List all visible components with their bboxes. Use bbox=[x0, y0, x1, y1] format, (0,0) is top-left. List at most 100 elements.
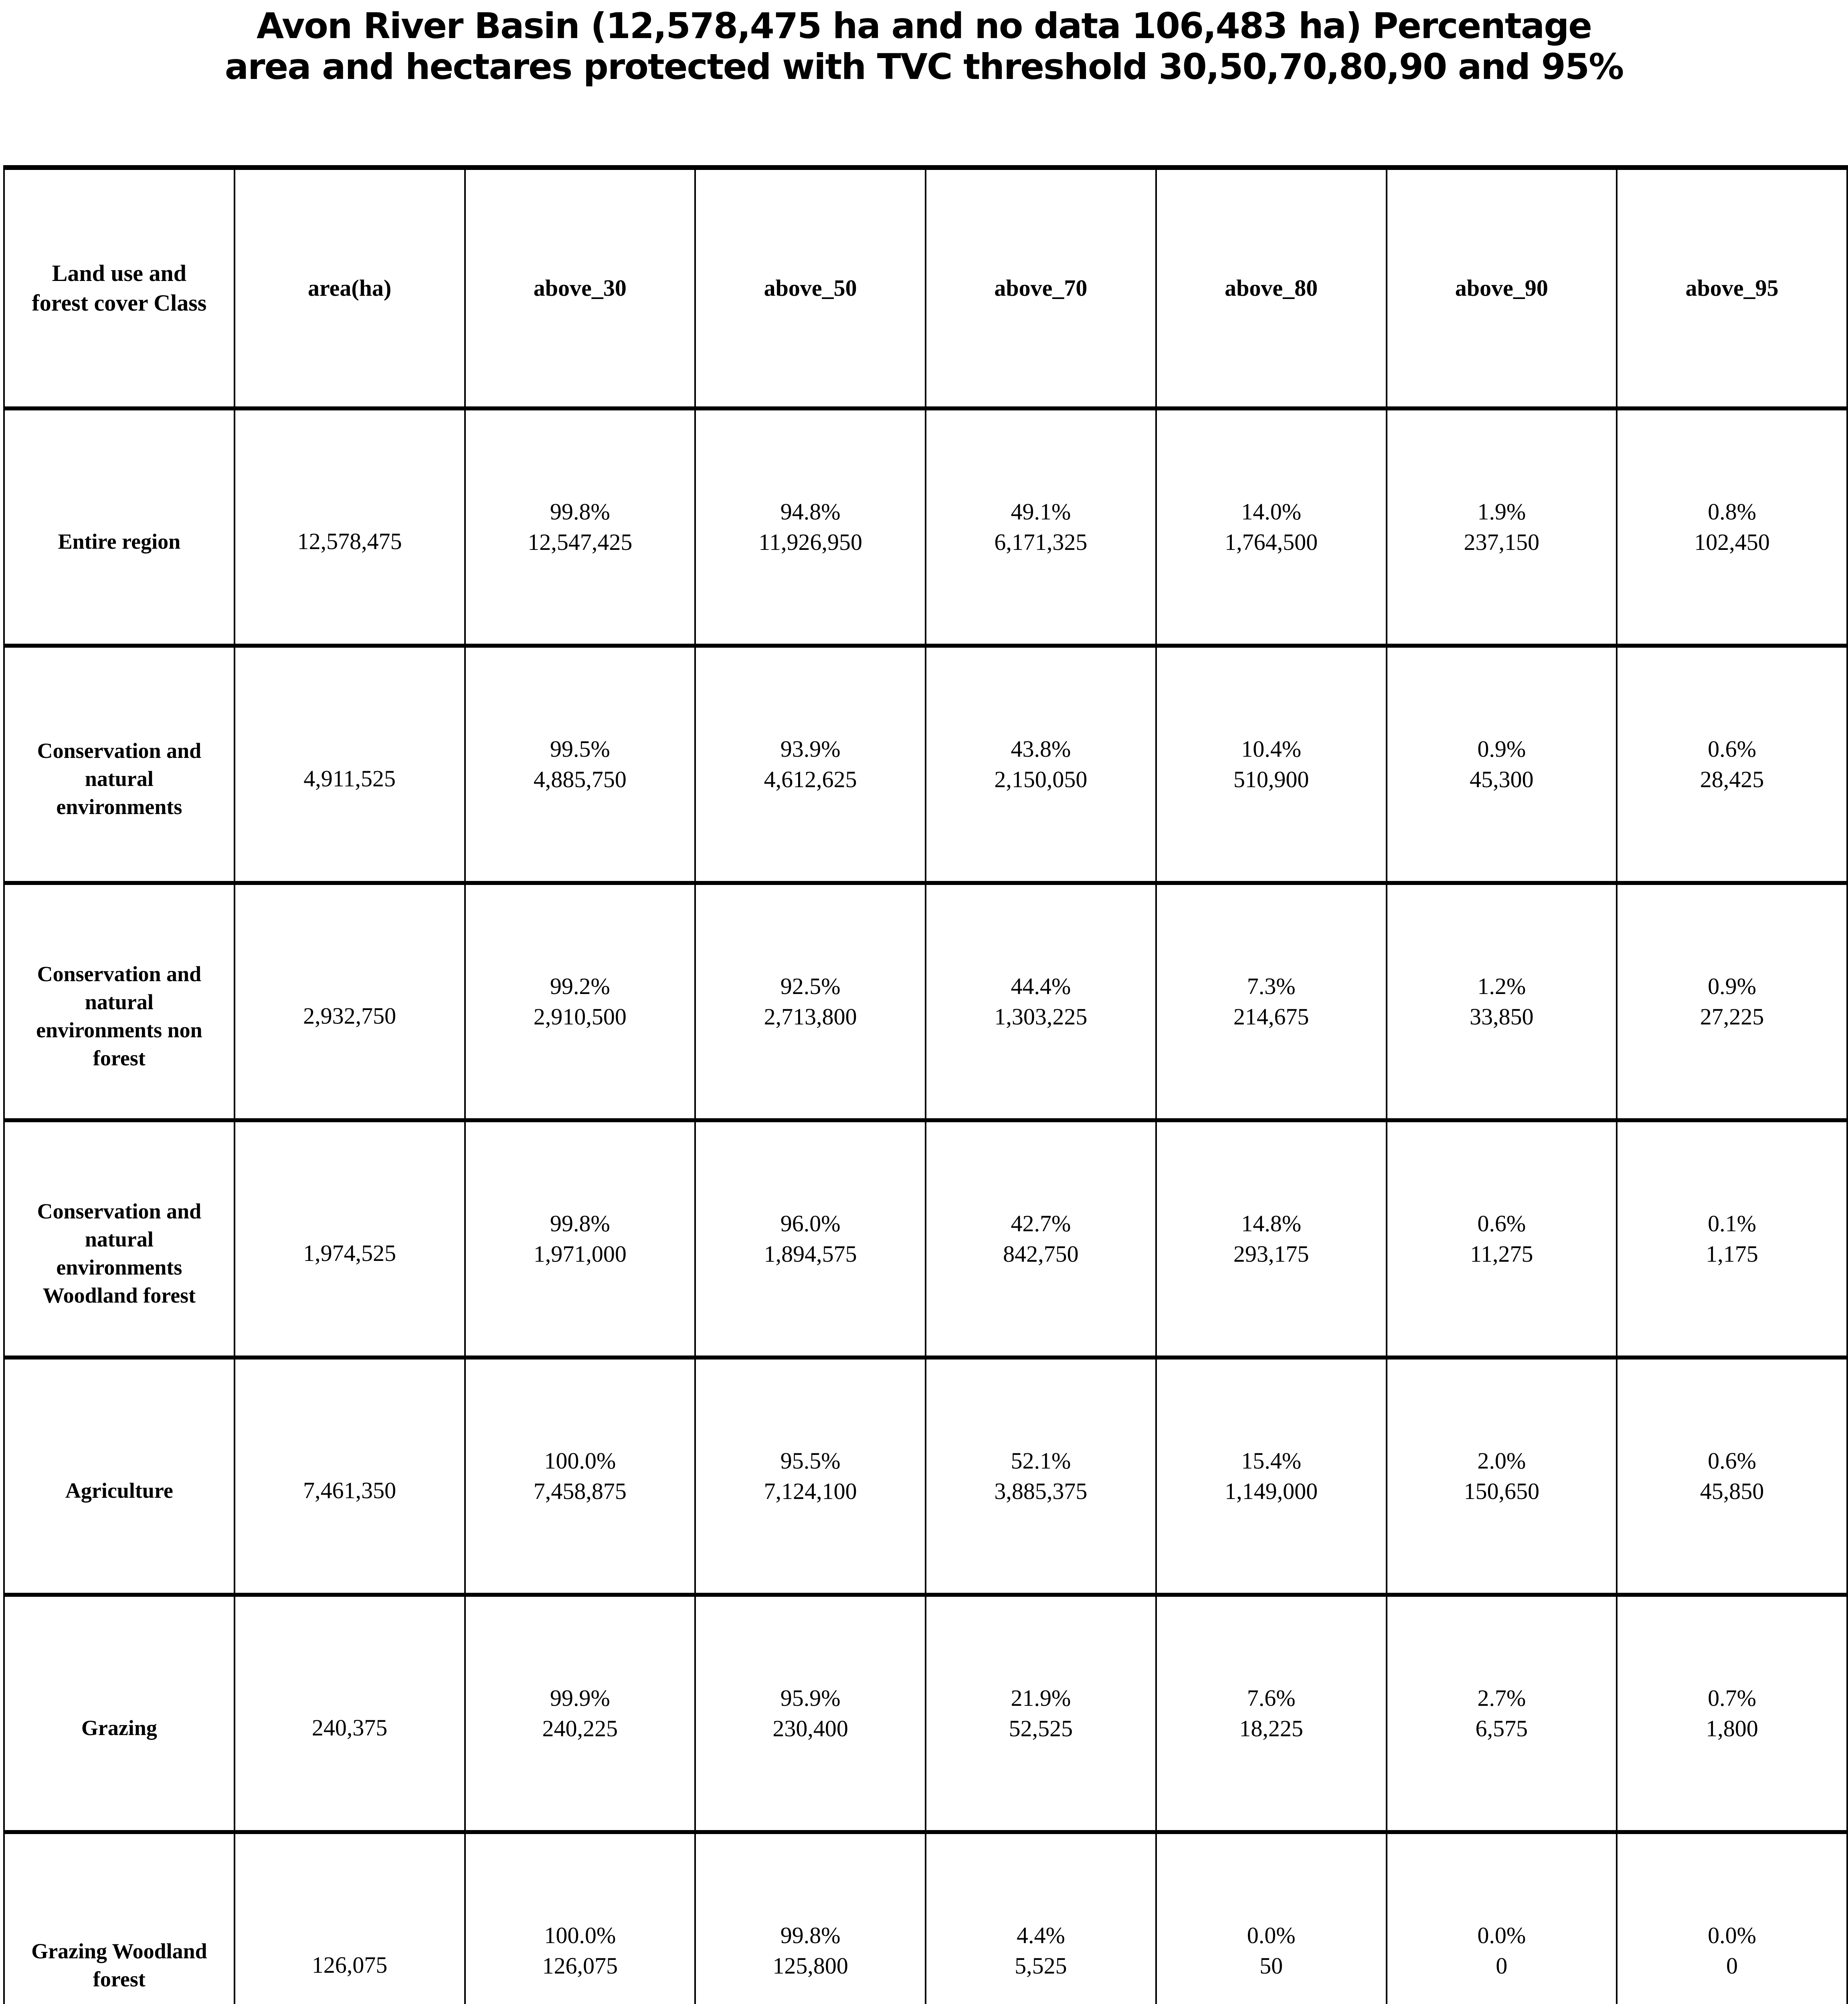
ha-line: 1,303,225 bbox=[994, 1004, 1088, 1030]
pct-cell: 2.0% 150,650 bbox=[1385, 1360, 1616, 1593]
ha-line: 126,075 bbox=[542, 1953, 618, 1979]
ha-line: 1,175 bbox=[1706, 1241, 1758, 1267]
ha-line: 11,275 bbox=[1470, 1241, 1533, 1267]
page-title: Avon River Basin (12,578,475 ha and no d… bbox=[0, 6, 1848, 87]
pct-cell: 0.8% 102,450 bbox=[1616, 410, 1846, 644]
ha-line: 6,575 bbox=[1475, 1715, 1528, 1741]
header-cell-area: area(ha) bbox=[233, 170, 464, 406]
ha-line: 4,885,750 bbox=[533, 766, 627, 792]
row-area: 2,932,750 bbox=[303, 1003, 396, 1029]
ha-line: 6,171,325 bbox=[994, 529, 1088, 555]
row-class: Agriculture bbox=[65, 1479, 173, 1503]
pct-line: 4.4% bbox=[1016, 1922, 1065, 1948]
pct-line: 93.9% bbox=[780, 736, 841, 762]
ha-line: 12,547,425 bbox=[528, 529, 633, 555]
row-class: Conservation and natural environments Wo… bbox=[37, 1199, 202, 1307]
pct-line: 21.9% bbox=[1011, 1685, 1071, 1711]
pct-cell: 100.0% 126,075 bbox=[464, 1834, 695, 2004]
page-title-line1: Avon River Basin (12,578,475 ha and no d… bbox=[257, 5, 1592, 46]
area-cell: 12,578,475 bbox=[233, 410, 464, 644]
header-cell-above-90: above_90 bbox=[1385, 170, 1616, 406]
pct-line: 1.2% bbox=[1477, 973, 1526, 999]
pct-line: 44.4% bbox=[1011, 973, 1071, 999]
ha-line: 2,910,500 bbox=[533, 1004, 627, 1030]
area-cell: 126,075 bbox=[233, 1834, 464, 2004]
pct-line: 0.9% bbox=[1477, 736, 1526, 762]
pct-line: 0.8% bbox=[1708, 499, 1757, 525]
table-row: Grazing 240,375 99.9% 240,225 95.9% 230,40… bbox=[5, 1593, 1846, 1830]
class-cell: Grazing bbox=[5, 1597, 234, 1830]
pct-cell: 14.0% 1,764,500 bbox=[1155, 410, 1386, 644]
table-row: Agriculture 7,461,350 100.0% 7,458,875 95… bbox=[5, 1356, 1846, 1593]
ha-line: 150,650 bbox=[1464, 1478, 1540, 1504]
ha-line: 4,612,625 bbox=[764, 766, 857, 792]
pct-cell: 95.9% 230,400 bbox=[694, 1597, 925, 1830]
pct-line: 99.2% bbox=[550, 973, 610, 999]
pct-cell: 2.7% 6,575 bbox=[1385, 1597, 1616, 1830]
row-area: 240,375 bbox=[311, 1715, 388, 1741]
class-cell: Agriculture bbox=[5, 1360, 234, 1593]
row-area: 12,578,475 bbox=[297, 528, 402, 554]
row-area: 1,974,525 bbox=[303, 1240, 396, 1266]
pct-line: 2.7% bbox=[1477, 1685, 1526, 1711]
pct-line: 0.6% bbox=[1708, 736, 1757, 762]
pct-cell: 99.5% 4,885,750 bbox=[464, 648, 695, 881]
pct-line: 96.0% bbox=[780, 1210, 841, 1236]
row-area: 126,075 bbox=[311, 1952, 388, 1978]
pct-cell: 21.9% 52,525 bbox=[925, 1597, 1155, 1830]
pct-line: 7.3% bbox=[1247, 973, 1296, 999]
ha-line: 33,850 bbox=[1470, 1004, 1534, 1030]
class-cell: Conservation and natural environments Wo… bbox=[5, 1122, 234, 1356]
header-cell-above-50: above_50 bbox=[694, 170, 925, 406]
pct-line: 100.0% bbox=[544, 1448, 616, 1474]
table-row: Conservation and natural environments Wo… bbox=[5, 1118, 1846, 1356]
header-cell-above-30: above_30 bbox=[464, 170, 695, 406]
pct-line: 52.1% bbox=[1011, 1448, 1071, 1474]
pct-line: 0.0% bbox=[1247, 1922, 1296, 1948]
class-cell: Grazing Woodland forest bbox=[5, 1834, 234, 2004]
table-row: Conservation and natural environments 4,… bbox=[5, 644, 1846, 881]
pct-cell: 99.2% 2,910,500 bbox=[464, 885, 695, 1118]
pct-cell: 94.8% 11,926,950 bbox=[694, 410, 925, 644]
class-cell: Entire region bbox=[5, 410, 234, 644]
ha-line: 2,150,050 bbox=[994, 766, 1088, 792]
pct-line: 0.7% bbox=[1708, 1685, 1757, 1711]
header-cell-class: Land use and forest cover Class bbox=[32, 260, 207, 316]
pct-line: 49.1% bbox=[1011, 499, 1071, 525]
ha-line: 7,124,100 bbox=[764, 1478, 857, 1504]
row-class: Entire region bbox=[58, 529, 181, 554]
ha-line: 510,900 bbox=[1233, 766, 1309, 792]
pct-line: 2.0% bbox=[1477, 1448, 1526, 1474]
ha-line: 45,300 bbox=[1470, 766, 1534, 792]
table-header-row: Land use and forest cover Class area(ha)… bbox=[5, 170, 1846, 406]
pct-line: 95.9% bbox=[780, 1685, 841, 1711]
pct-line: 99.8% bbox=[550, 1210, 610, 1236]
pct-cell: 1.2% 33,850 bbox=[1385, 885, 1616, 1118]
pct-cell: 0.0% 0 bbox=[1385, 1834, 1616, 2004]
ha-line: 0 bbox=[1726, 1953, 1738, 1979]
pct-cell: 43.8% 2,150,050 bbox=[925, 648, 1155, 881]
pct-cell: 99.9% 240,225 bbox=[464, 1597, 695, 1830]
header-cell-above-70: above_70 bbox=[925, 170, 1155, 406]
pct-line: 99.8% bbox=[780, 1922, 841, 1948]
class-cell: Conservation and natural environments no… bbox=[5, 885, 234, 1118]
ha-line: 0 bbox=[1496, 1953, 1508, 1979]
pct-cell: 42.7% 842,750 bbox=[925, 1122, 1155, 1356]
pct-cell: 100.0% 7,458,875 bbox=[464, 1360, 695, 1593]
ha-line: 293,175 bbox=[1233, 1241, 1309, 1267]
area-cell: 2,932,750 bbox=[233, 885, 464, 1118]
pct-line: 0.9% bbox=[1708, 973, 1757, 999]
ha-line: 1,800 bbox=[1706, 1715, 1758, 1741]
row-area: 7,461,350 bbox=[303, 1477, 396, 1503]
class-cell: Conservation and natural environments bbox=[5, 648, 234, 881]
ha-line: 240,225 bbox=[542, 1715, 618, 1741]
pct-cell: 0.6% 11,275 bbox=[1385, 1122, 1616, 1356]
pct-line: 99.9% bbox=[550, 1685, 610, 1711]
pct-cell: 49.1% 6,171,325 bbox=[925, 410, 1155, 644]
pct-line: 99.8% bbox=[550, 499, 610, 525]
pct-line: 1.9% bbox=[1477, 499, 1526, 525]
pct-cell: 44.4% 1,303,225 bbox=[925, 885, 1155, 1118]
pct-cell: 4.4% 5,525 bbox=[925, 1834, 1155, 2004]
area-cell: 240,375 bbox=[233, 1597, 464, 1830]
pct-line: 42.7% bbox=[1011, 1210, 1071, 1236]
